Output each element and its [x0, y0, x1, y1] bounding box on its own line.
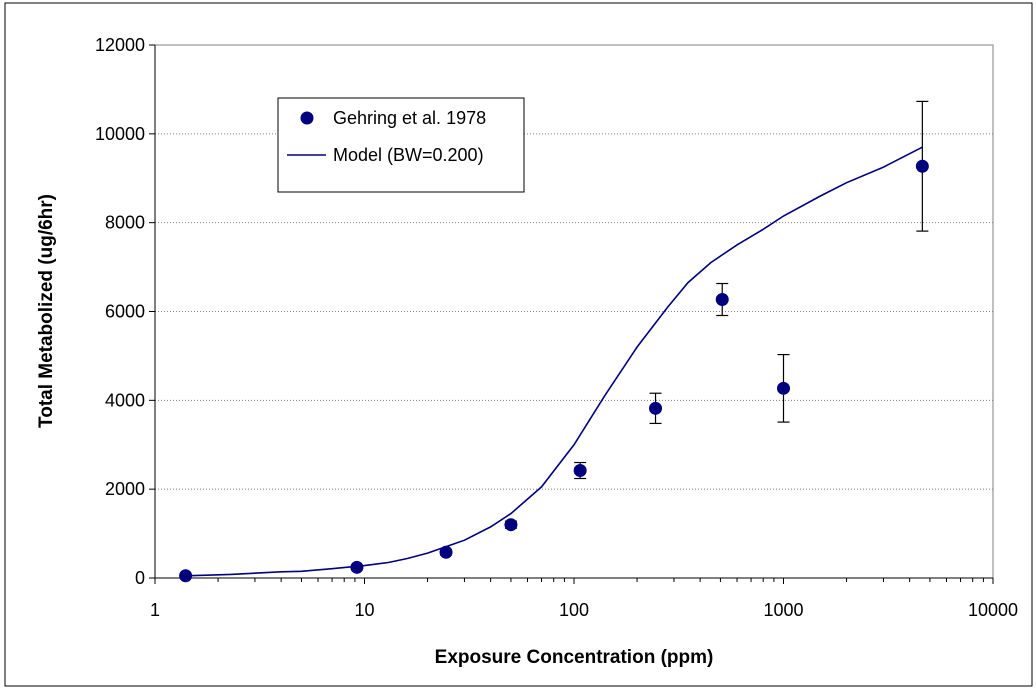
- y-tick-label: 0: [135, 568, 145, 588]
- x-tick-label: 100: [559, 600, 589, 620]
- legend-marker-points: [300, 111, 314, 125]
- data-point: [504, 518, 518, 532]
- model-line-layer: [185, 146, 923, 577]
- tick-labels: 0 2000 4000 6000 8000 10000 12000 1 10 100 1000 100…: [95, 35, 1018, 620]
- legend: Gehring et al. 1978 Model (BW=0.200): [277, 97, 525, 193]
- model-line: [185, 146, 923, 577]
- data-points-layer: [179, 100, 929, 583]
- legend-label-line: Model (BW=0.200): [333, 145, 484, 165]
- data-point: [179, 569, 193, 583]
- y-tick-label: 8000: [105, 213, 145, 233]
- y-tick-label: 6000: [105, 302, 145, 322]
- data-point: [715, 293, 729, 307]
- data-point: [439, 545, 453, 559]
- data-point: [649, 401, 663, 415]
- legend-label-points: Gehring et al. 1978: [333, 108, 486, 128]
- y-tick-label: 12000: [95, 35, 145, 55]
- y-tick-label: 10000: [95, 124, 145, 144]
- data-point: [915, 159, 929, 173]
- axes: [149, 44, 994, 584]
- y-tick-label: 2000: [105, 479, 145, 499]
- data-point: [350, 560, 364, 574]
- x-tick-label: 1000: [763, 600, 803, 620]
- x-tick-label: 10: [354, 600, 374, 620]
- data-point: [573, 464, 587, 478]
- y-axis-title: Total Metabolized (ug/6hr): [36, 194, 57, 428]
- x-tick-label: 1: [150, 600, 160, 620]
- legend-box: [277, 97, 525, 193]
- data-point: [777, 381, 790, 395]
- x-axis-title: Exposure Concentration (ppm): [435, 647, 714, 668]
- x-tick-label: 10000: [968, 600, 1018, 620]
- y-tick-label: 4000: [105, 390, 145, 410]
